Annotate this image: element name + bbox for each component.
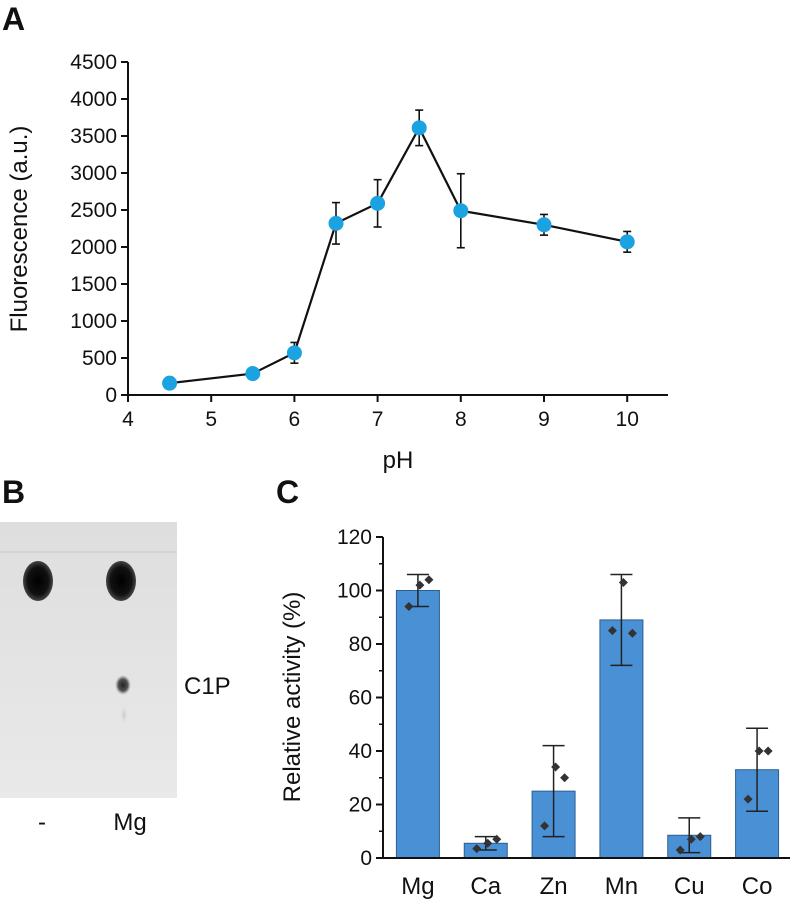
replicate-point [492, 834, 502, 844]
y-tick-label: 1500 [70, 273, 117, 296]
x-tick-label: 7 [372, 408, 384, 431]
panel-label-b: B [2, 474, 25, 510]
lane-label-control: - [38, 809, 46, 836]
panel-label-a: A [2, 1, 25, 37]
replicate-point [415, 580, 425, 590]
replicate-point [686, 834, 696, 844]
band-label-c1p: C1P [184, 673, 231, 700]
panel-label-c: C [276, 474, 299, 510]
y-tick-label: 3500 [70, 125, 117, 148]
replicate-point [424, 575, 434, 585]
replicate-point [472, 844, 482, 854]
replicate-point [551, 762, 561, 772]
replicate-point [607, 626, 617, 636]
y-tick-label: 0 [360, 847, 372, 870]
data-point [370, 195, 386, 211]
y-tick-label: 80 [349, 633, 372, 656]
data-point [245, 366, 261, 382]
x-tick-label: 8 [455, 408, 467, 431]
y-tick-label: 20 [349, 794, 372, 817]
replicate-point [404, 602, 414, 612]
lane-label-mg: Mg [113, 809, 146, 836]
data-point [286, 345, 302, 361]
bar-mg [395, 590, 440, 859]
metal-bar-chart: 0 20 40 60 80 100 120 Mg Ca Zn Mn Cu Co Relative ac… [279, 526, 790, 900]
data-point [536, 217, 552, 233]
y-axis-label: Fluorescence (a.u.) [6, 126, 33, 333]
x-tick-label: 5 [205, 408, 217, 431]
y-tick-label: 500 [82, 347, 117, 370]
x-tick-label: 6 [289, 408, 301, 431]
faint-smear [120, 705, 128, 725]
replicate-point [695, 832, 705, 842]
y-tick-label: 2500 [70, 199, 117, 222]
y-tick-label: 1000 [70, 310, 117, 333]
series-line [169, 125, 628, 385]
x-tick-label-cu: Cu [674, 873, 705, 900]
tlc-gel: - Mg C1P [0, 522, 231, 836]
y-tick-label: 40 [349, 740, 372, 763]
ph-line-chart: 4 5 6 7 8 9 10 0 500 1000 1500 2000 2500 3000 3500 400… [6, 51, 668, 474]
x-tick-label: 4 [122, 408, 134, 431]
data-point [162, 375, 178, 391]
data-point [453, 203, 469, 219]
c1p-spot [115, 675, 131, 695]
y-axis-label: Relative activity (%) [279, 592, 306, 803]
x-tick-label: 9 [538, 408, 550, 431]
x-tick-label-zn: Zn [540, 873, 568, 900]
replicate-point [483, 838, 493, 848]
data-point [328, 215, 344, 231]
x-tick-label-ca: Ca [470, 873, 501, 900]
y-tick-label: 100 [337, 580, 372, 603]
replicate-point [675, 845, 685, 855]
x-tick-label-co: Co [742, 873, 773, 900]
replicate-point [618, 577, 628, 587]
x-tick-label-mg: Mg [401, 873, 434, 900]
replicate-point [754, 746, 764, 756]
substrate-spot-lane-1 [23, 561, 53, 601]
y-tick-label: 4500 [70, 51, 117, 74]
data-point [411, 120, 427, 136]
y-tick-label: 4000 [70, 88, 117, 111]
replicate-point [540, 821, 550, 831]
gel-background [0, 522, 177, 798]
replicate-point [627, 628, 637, 638]
substrate-spot-lane-2 [106, 561, 136, 601]
replicate-point [560, 773, 570, 783]
x-tick-label-mn: Mn [605, 873, 638, 900]
y-tick-label: 120 [337, 526, 372, 549]
x-axis-label: pH [383, 447, 414, 474]
x-tick-label: 10 [616, 408, 639, 431]
replicate-point [743, 794, 753, 804]
y-tick-label: 0 [105, 384, 117, 407]
y-tick-label: 60 [349, 687, 372, 710]
y-tick-label: 2000 [70, 236, 117, 259]
y-tick-label: 3000 [70, 162, 117, 185]
replicate-point [763, 746, 773, 756]
data-point [619, 234, 635, 250]
